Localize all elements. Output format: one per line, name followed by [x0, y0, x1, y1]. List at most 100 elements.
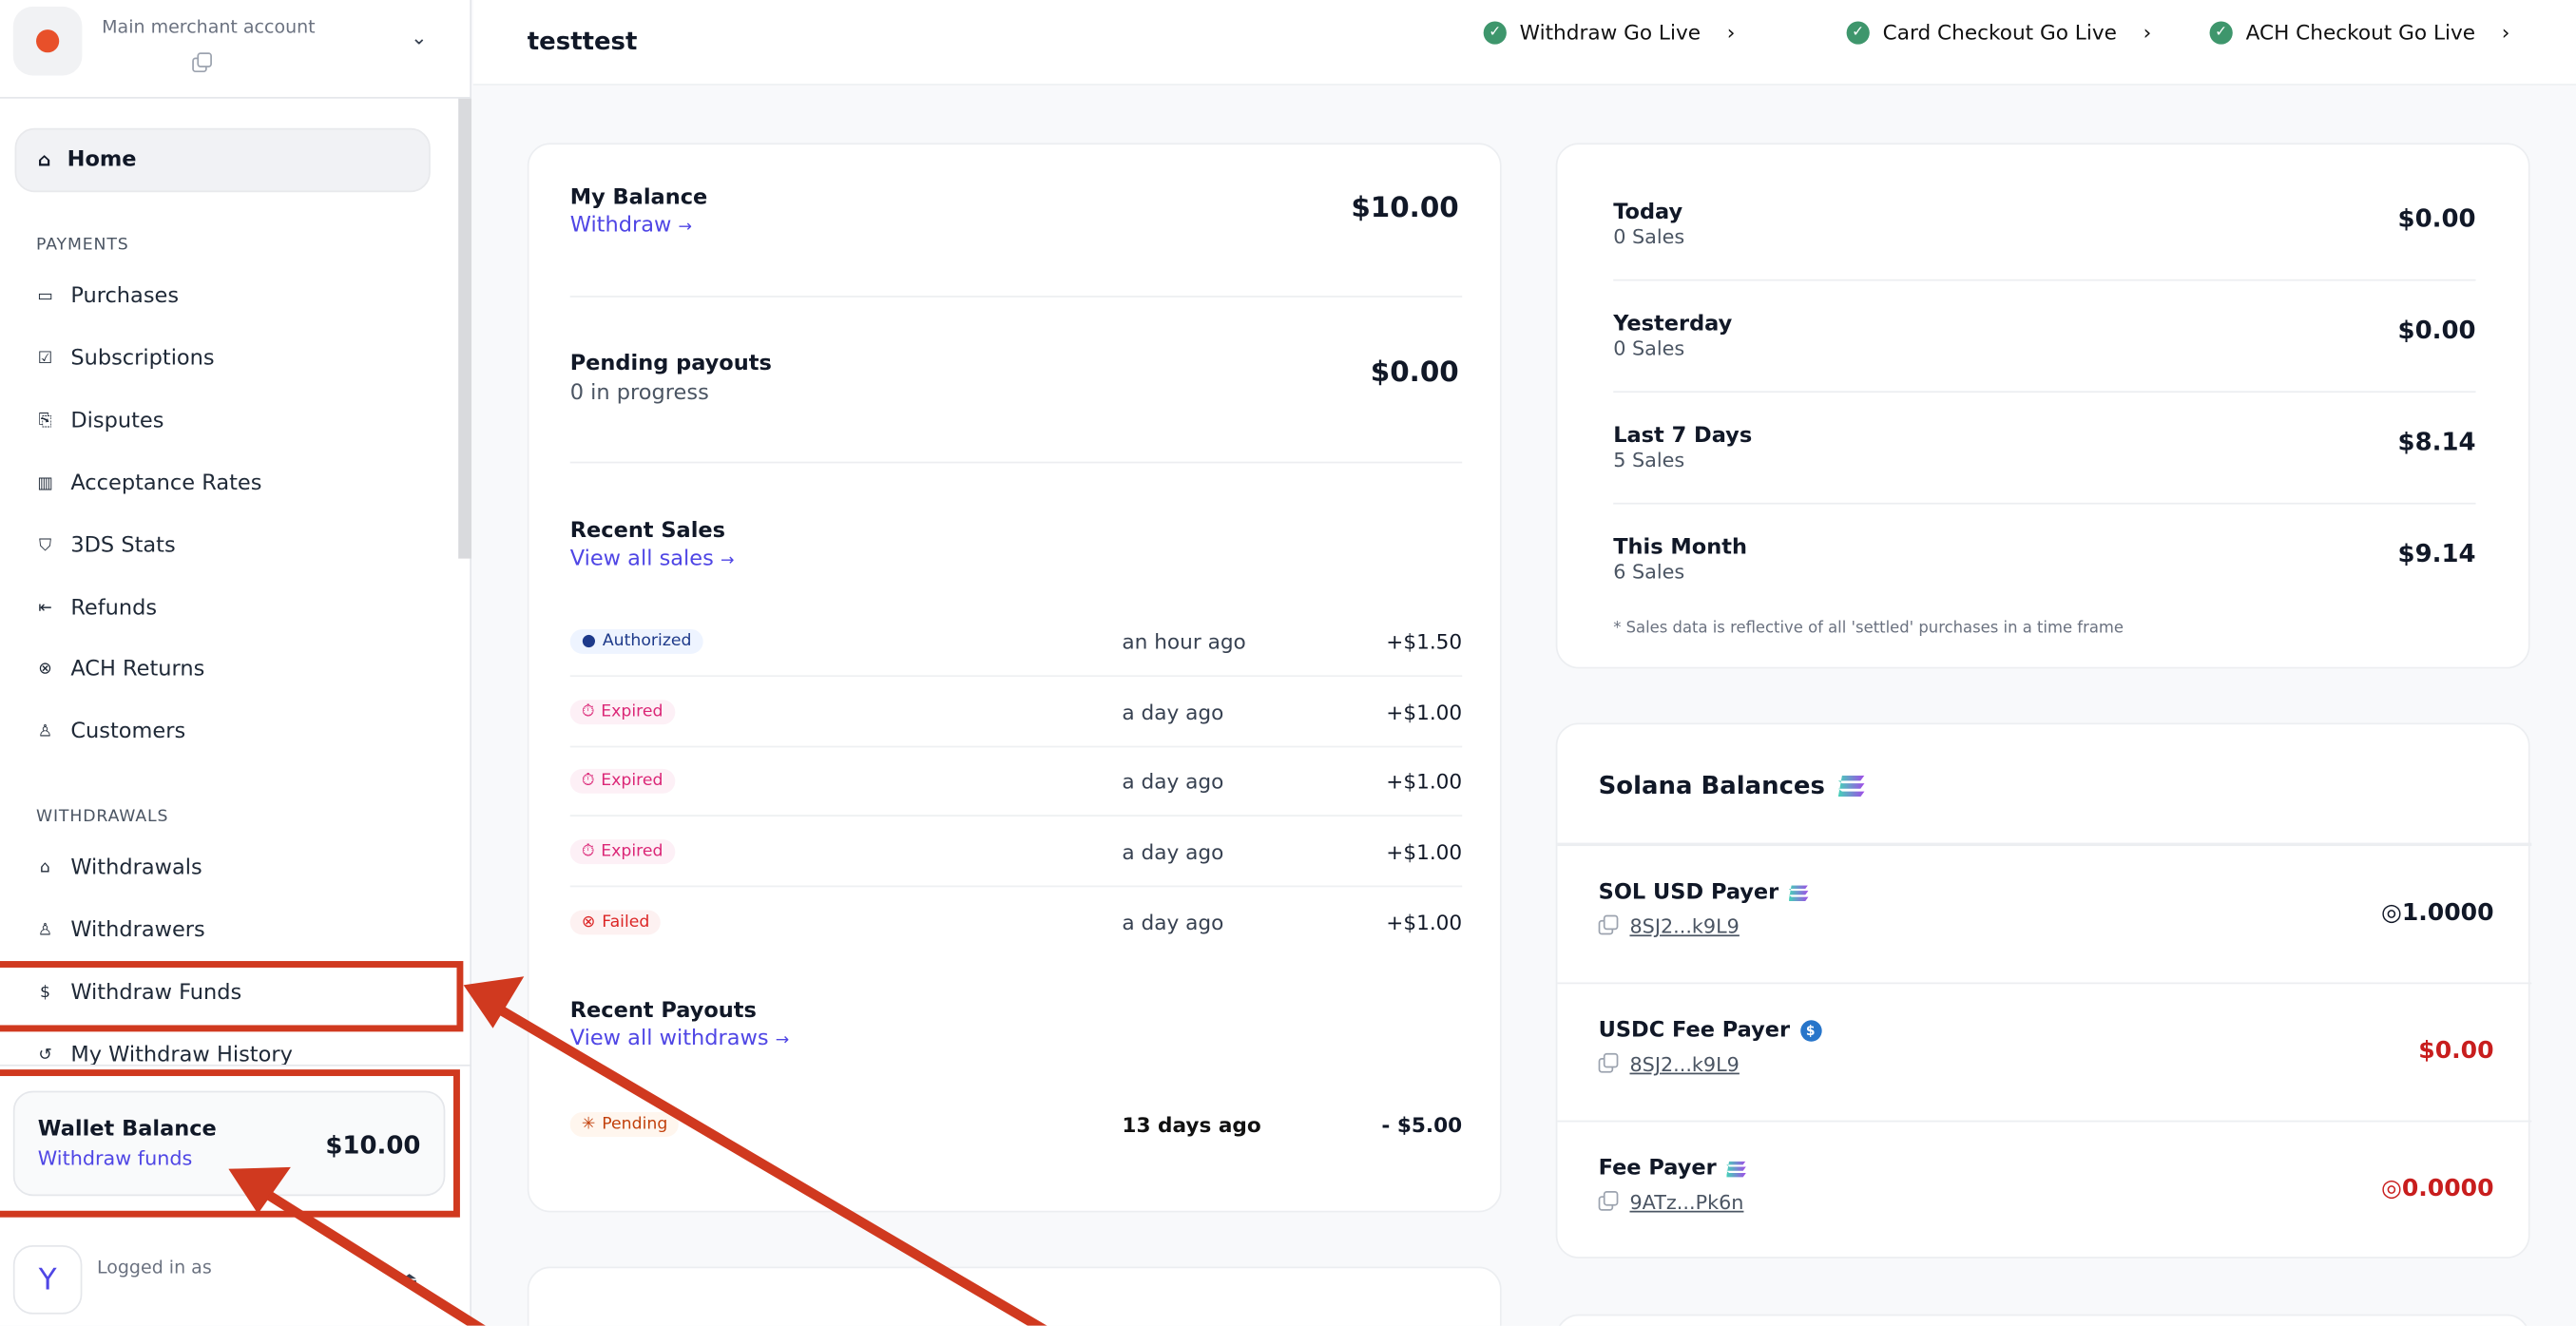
sidebar-scrollbar[interactable]: [458, 98, 472, 559]
x-circle-icon: ⊗: [581, 913, 596, 932]
wallet-label: Fee Payer: [1599, 1157, 2490, 1182]
wallet-address-link[interactable]: 8SJ2...k9L9: [1629, 1052, 1740, 1077]
sidebar-item-label: Acceptance Rates: [70, 471, 262, 496]
divider: [1613, 279, 2476, 281]
sale-time: a day ago: [1122, 768, 1224, 794]
arrow-right-icon: →: [678, 218, 693, 237]
recent-payouts-title: Recent Payouts: [569, 998, 757, 1024]
status-label: Expired: [601, 842, 663, 861]
chevron-right-icon: ›: [2143, 19, 2152, 45]
go-live-label: ACH Checkout Go Live: [2245, 19, 2476, 45]
stat-amount: $8.14: [2397, 427, 2476, 457]
payments-heading: PAYMENTS: [36, 236, 129, 255]
status-badge: ⏱ Expired: [569, 768, 675, 794]
page-title: testtest: [527, 26, 638, 56]
pending-amount: $0.00: [1370, 356, 1459, 390]
user-icon: ♙: [37, 721, 53, 740]
annotation-arrow-line: [490, 1001, 1048, 1326]
sale-amount: +$1.00: [1386, 909, 1463, 934]
card-checkout-go-live-link[interactable]: ✓ Card Checkout Go Live ›: [1846, 19, 2152, 45]
user-icon: ♙: [37, 920, 53, 939]
spinner-icon: ✳: [581, 1114, 596, 1133]
stat-row-last-7-days: Last 7 Days 5 Sales $8.14: [1613, 424, 2475, 471]
arrow-left-bar-icon: ⇤: [38, 598, 52, 617]
sidebar-item-subscriptions[interactable]: ☑ Subscriptions: [36, 341, 215, 375]
annotation-box-wallet-balance: [0, 1069, 460, 1218]
sidebar-item-label: Withdraw Funds: [70, 979, 242, 1005]
sidebar-item-3ds-stats[interactable]: ⛉ 3DS Stats: [36, 529, 176, 563]
stat-label: Last 7 Days: [1613, 423, 1753, 449]
avatar[interactable]: Y: [12, 1245, 83, 1315]
stat-label: Yesterday: [1613, 312, 1733, 337]
copy-icon[interactable]: [192, 52, 212, 73]
sidebar-item-withdraw-funds[interactable]: $ Withdraw Funds: [36, 976, 241, 1009]
sidebar-item-acceptance-rates[interactable]: ▥ Acceptance Rates: [36, 467, 261, 500]
wallet-row: USDC Fee Payer $ 8SJ2...k9L9 $0.00: [1598, 1019, 2494, 1077]
wallet-address-link[interactable]: 8SJ2...k9L9: [1629, 914, 1740, 938]
chevron-down-icon[interactable]: ⌄: [411, 26, 428, 49]
sale-row[interactable]: ⏱ Expired a day ago +$1.00: [569, 747, 1463, 817]
sidebar-item-label: Disputes: [70, 408, 164, 433]
sidebar-item-disputes[interactable]: ⎘ Disputes: [36, 404, 164, 437]
sidebar-item-label: Withdrawers: [70, 917, 205, 943]
sidebar-item-label: Purchases: [70, 283, 180, 309]
divider: [1613, 502, 2476, 505]
sidebar-item-purchases[interactable]: ▭ Purchases: [36, 279, 179, 313]
sidebar-item-my-withdraw-history[interactable]: ↺ My Withdraw History: [36, 1038, 293, 1071]
wallet-label: SOL USD Payer: [1599, 880, 2490, 905]
sale-row[interactable]: ⏱ Expired a day ago +$1.00: [569, 679, 1463, 748]
solana-balances-card: Solana Balances SOL USD Payer 8SJ2...k9L…: [1555, 722, 2532, 1259]
check-circle-icon: ●: [581, 632, 596, 651]
wallet-row: Fee Payer 9ATz...Pk6n ◎0.0000: [1598, 1157, 2494, 1215]
sidebar-item-home[interactable]: ⌂ Home: [14, 127, 431, 193]
link-label: View all withdraws: [569, 1027, 769, 1052]
status-label: Pending: [602, 1114, 668, 1133]
sale-row[interactable]: ● Authorized an hour ago +$1.50: [569, 607, 1463, 678]
sale-amount: +$1.00: [1386, 768, 1463, 794]
pending-payouts-sub: 0 in progress: [569, 380, 709, 406]
ach-checkout-go-live-link[interactable]: ✓ ACH Checkout Go Live ›: [2209, 19, 2509, 45]
sidebar-item-label: Subscriptions: [70, 345, 215, 371]
check-circle-icon: ✓: [2209, 20, 2233, 44]
home-icon: ⌂: [37, 149, 51, 171]
payout-amount: - $5.00: [1381, 1111, 1463, 1137]
sale-time: a day ago: [1122, 909, 1224, 934]
withdraw-funds-link[interactable]: Withdraw funds: [37, 1146, 193, 1170]
stat-row-yesterday: Yesterday 0 Sales $0.00: [1613, 312, 2475, 359]
payout-row[interactable]: ✳ Pending 13 days ago - $5.00: [569, 1089, 1463, 1159]
stopwatch-icon: ⏱: [581, 772, 595, 791]
copy-icon[interactable]: [1598, 1051, 1619, 1072]
sale-row[interactable]: ⊗ Failed a day ago +$1.00: [569, 887, 1463, 956]
view-all-withdraws-link[interactable]: View all withdraws →: [570, 1027, 790, 1051]
sidebar-item-label: 3DS Stats: [70, 532, 176, 558]
sale-row[interactable]: ⏱ Expired a day ago +$1.00: [569, 818, 1463, 888]
copy-icon[interactable]: [1598, 1190, 1619, 1210]
sidebar-item-customers[interactable]: ♙ Customers: [36, 715, 185, 748]
copy-icon[interactable]: [1598, 913, 1619, 934]
solana-title: Solana Balances: [1599, 771, 1865, 800]
merchant-logo: [12, 6, 83, 76]
status-label: Expired: [601, 702, 663, 721]
wallet-address-link[interactable]: 9ATz...Pk6n: [1629, 1191, 1744, 1215]
bar-chart-icon: ▥: [37, 473, 53, 492]
view-all-sales-link[interactable]: View all sales →: [570, 548, 735, 572]
wallet-name: Fee Payer: [1598, 1156, 1717, 1182]
sidebar-item-refunds[interactable]: ⇤ Refunds: [36, 591, 157, 625]
sidebar-item-withdrawals[interactable]: ⌂ Withdrawals: [36, 851, 202, 884]
x-circle-icon: ⊗: [38, 659, 52, 678]
withdraw-link[interactable]: Withdraw →: [570, 214, 692, 239]
arrow-right-icon: →: [720, 551, 735, 570]
stat-amount: $0.00: [2397, 203, 2476, 234]
divider: [1557, 1120, 2532, 1123]
check-circle-icon: ✓: [1483, 20, 1507, 44]
status-badge: ⊗ Failed: [569, 909, 662, 934]
account-switcher[interactable]: Main merchant account ⌄: [0, 0, 472, 99]
wallet-row: SOL USD Payer 8SJ2...k9L9 ◎1.0000: [1598, 880, 2494, 938]
withdraw-go-live-link[interactable]: ✓ Withdraw Go Live ›: [1483, 20, 1735, 45]
sidebar-item-label: Customers: [70, 719, 186, 744]
status-label: Failed: [602, 913, 650, 932]
sidebar-item-ach-returns[interactable]: ⊗ ACH Returns: [36, 652, 204, 685]
sidebar-item-withdrawers[interactable]: ♙ Withdrawers: [36, 913, 205, 947]
stat-sub: 0 Sales: [1613, 224, 1685, 248]
